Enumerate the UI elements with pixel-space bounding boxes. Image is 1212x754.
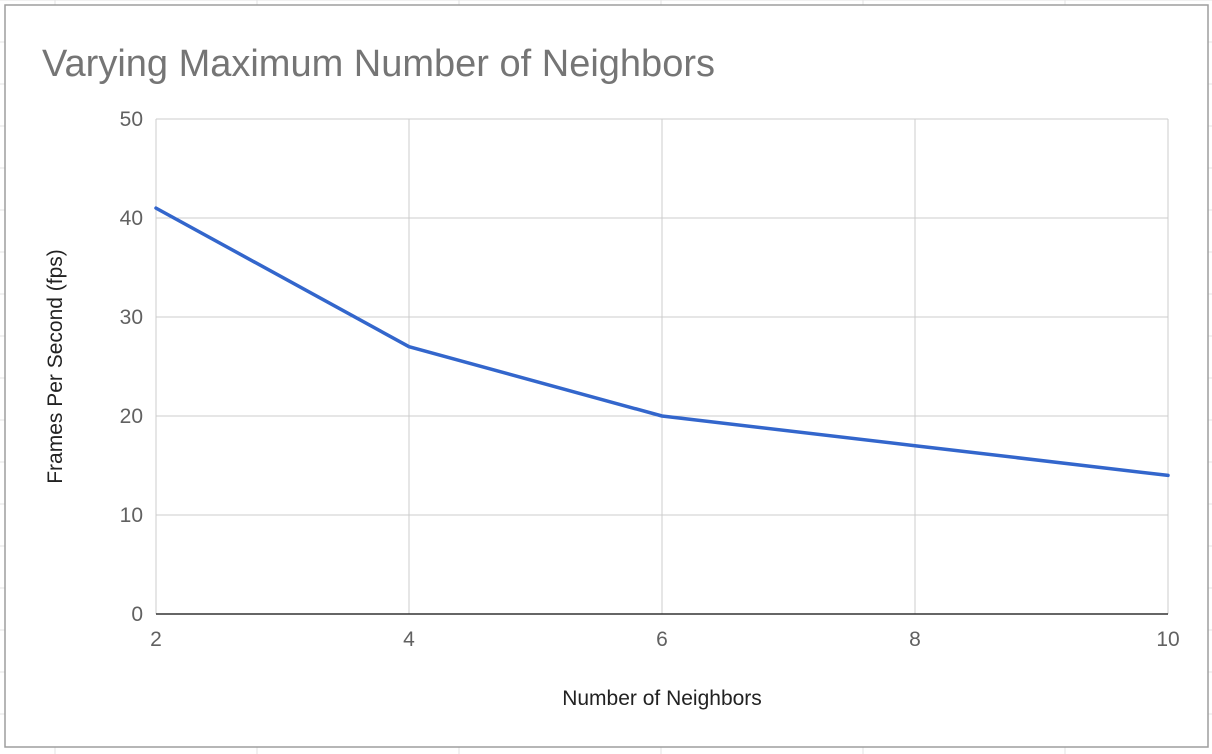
- x-tick-label: 10: [1156, 628, 1179, 651]
- y-tick-label: 30: [120, 306, 143, 329]
- x-tick-label: 6: [656, 628, 668, 651]
- y-tick-label: 20: [120, 405, 143, 428]
- y-tick-label: 10: [120, 504, 143, 527]
- y-axis-label: Frames Per Second (fps): [44, 249, 67, 484]
- chart-title: Varying Maximum Number of Neighbors: [42, 43, 715, 85]
- y-tick-label: 50: [120, 108, 143, 131]
- x-axis-ticks: 2 4 6 8 10: [150, 628, 1180, 651]
- series-group: [152, 204, 1172, 479]
- data-point[interactable]: [1164, 471, 1172, 479]
- y-axis-ticks: 0 10 20 30 40 50: [120, 108, 143, 626]
- data-point[interactable]: [658, 412, 666, 420]
- y-tick-label: 40: [120, 207, 143, 230]
- x-axis-label: Number of Neighbors: [562, 687, 762, 710]
- y-tick-label: 0: [131, 603, 143, 626]
- x-tick-label: 8: [909, 628, 921, 651]
- data-point[interactable]: [152, 204, 160, 212]
- data-point[interactable]: [911, 442, 919, 450]
- data-point[interactable]: [405, 343, 413, 351]
- x-tick-label: 2: [150, 628, 162, 651]
- chart-frame[interactable]: [4, 4, 1209, 748]
- x-tick-label: 4: [403, 628, 415, 651]
- series-line[interactable]: [154, 206, 1170, 478]
